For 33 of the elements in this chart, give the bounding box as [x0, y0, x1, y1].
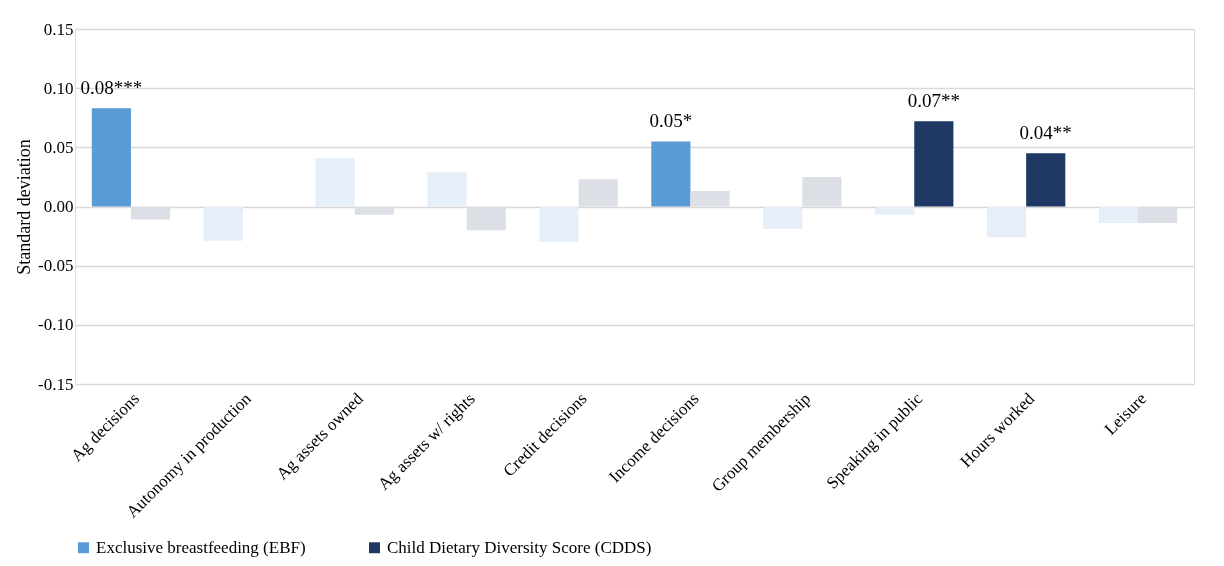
y-tick-label: -0.10: [38, 315, 74, 335]
bar: [578, 179, 618, 207]
data-label: 0.08***: [80, 77, 143, 99]
data-label: 0.05*: [649, 110, 693, 132]
bar: [986, 206, 1027, 238]
y-tick-label: -0.05: [38, 256, 74, 276]
bar: [875, 206, 915, 215]
y-tick-label: -0.15: [38, 374, 74, 394]
bar: [763, 206, 803, 229]
bar: [203, 206, 243, 241]
y-tick-label: 0.05: [43, 137, 74, 157]
bar: [427, 172, 467, 207]
bar: [91, 108, 131, 207]
y-tick-label: 0.00: [43, 197, 74, 216]
data-label: 0.04**: [1019, 122, 1072, 144]
y-tick-label: 0.10: [43, 78, 74, 98]
bar: [130, 206, 171, 220]
bar: [1026, 153, 1066, 207]
bar: [466, 206, 506, 231]
bar: [539, 206, 579, 242]
bar: [914, 121, 954, 207]
bar: [1098, 206, 1139, 224]
bar: [802, 176, 842, 207]
bar: [315, 157, 355, 207]
bar: [690, 191, 730, 207]
data-label: 0.07**: [907, 90, 960, 112]
bar: [1138, 206, 1178, 224]
y-tick-label: 0.15: [43, 19, 74, 39]
legend-label: Child Dietary Diversity Score (CDDS): [387, 537, 652, 557]
bar: [651, 141, 691, 207]
legend-label: Exclusive breastfeeding (EBF): [96, 537, 306, 557]
bar: [354, 206, 394, 215]
y-axis-title: Standard deviation: [14, 139, 35, 275]
